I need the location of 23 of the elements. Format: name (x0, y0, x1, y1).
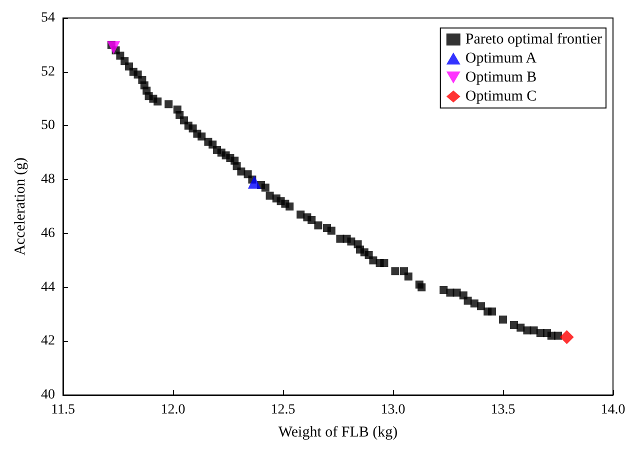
x-tick-label: 13.0 (380, 402, 406, 418)
legend-label: Pareto optimal frontier (465, 32, 602, 48)
x-tick-label: 14.0 (600, 402, 626, 418)
y-tick-label: 44 (41, 280, 55, 295)
x-axis-title: Weight of FLB (kg) (278, 424, 398, 440)
x-tick-label: 11.5 (51, 402, 75, 418)
point (248, 176, 261, 189)
y-tick-label: 50 (41, 118, 55, 134)
point (107, 41, 120, 54)
y-tick-label: 42 (41, 334, 55, 349)
point (560, 330, 574, 344)
y-tick-label: 46 (41, 226, 55, 241)
y-tick-label: 40 (41, 388, 55, 402)
legend-label: Optimum C (465, 88, 537, 104)
legend-label: Optimum A (465, 50, 537, 66)
legend-label: Optimum B (465, 70, 537, 86)
y-axis-title: Acceleration (g) (12, 158, 28, 256)
y-tick-label: 54 (41, 10, 55, 26)
y-tick-label: 52 (41, 64, 55, 80)
x-tick-label: 12.0 (160, 402, 186, 418)
y-tick-label: 48 (41, 172, 55, 188)
x-tick-label: 13.5 (490, 402, 516, 418)
x-tick-label: 12.5 (270, 402, 296, 418)
